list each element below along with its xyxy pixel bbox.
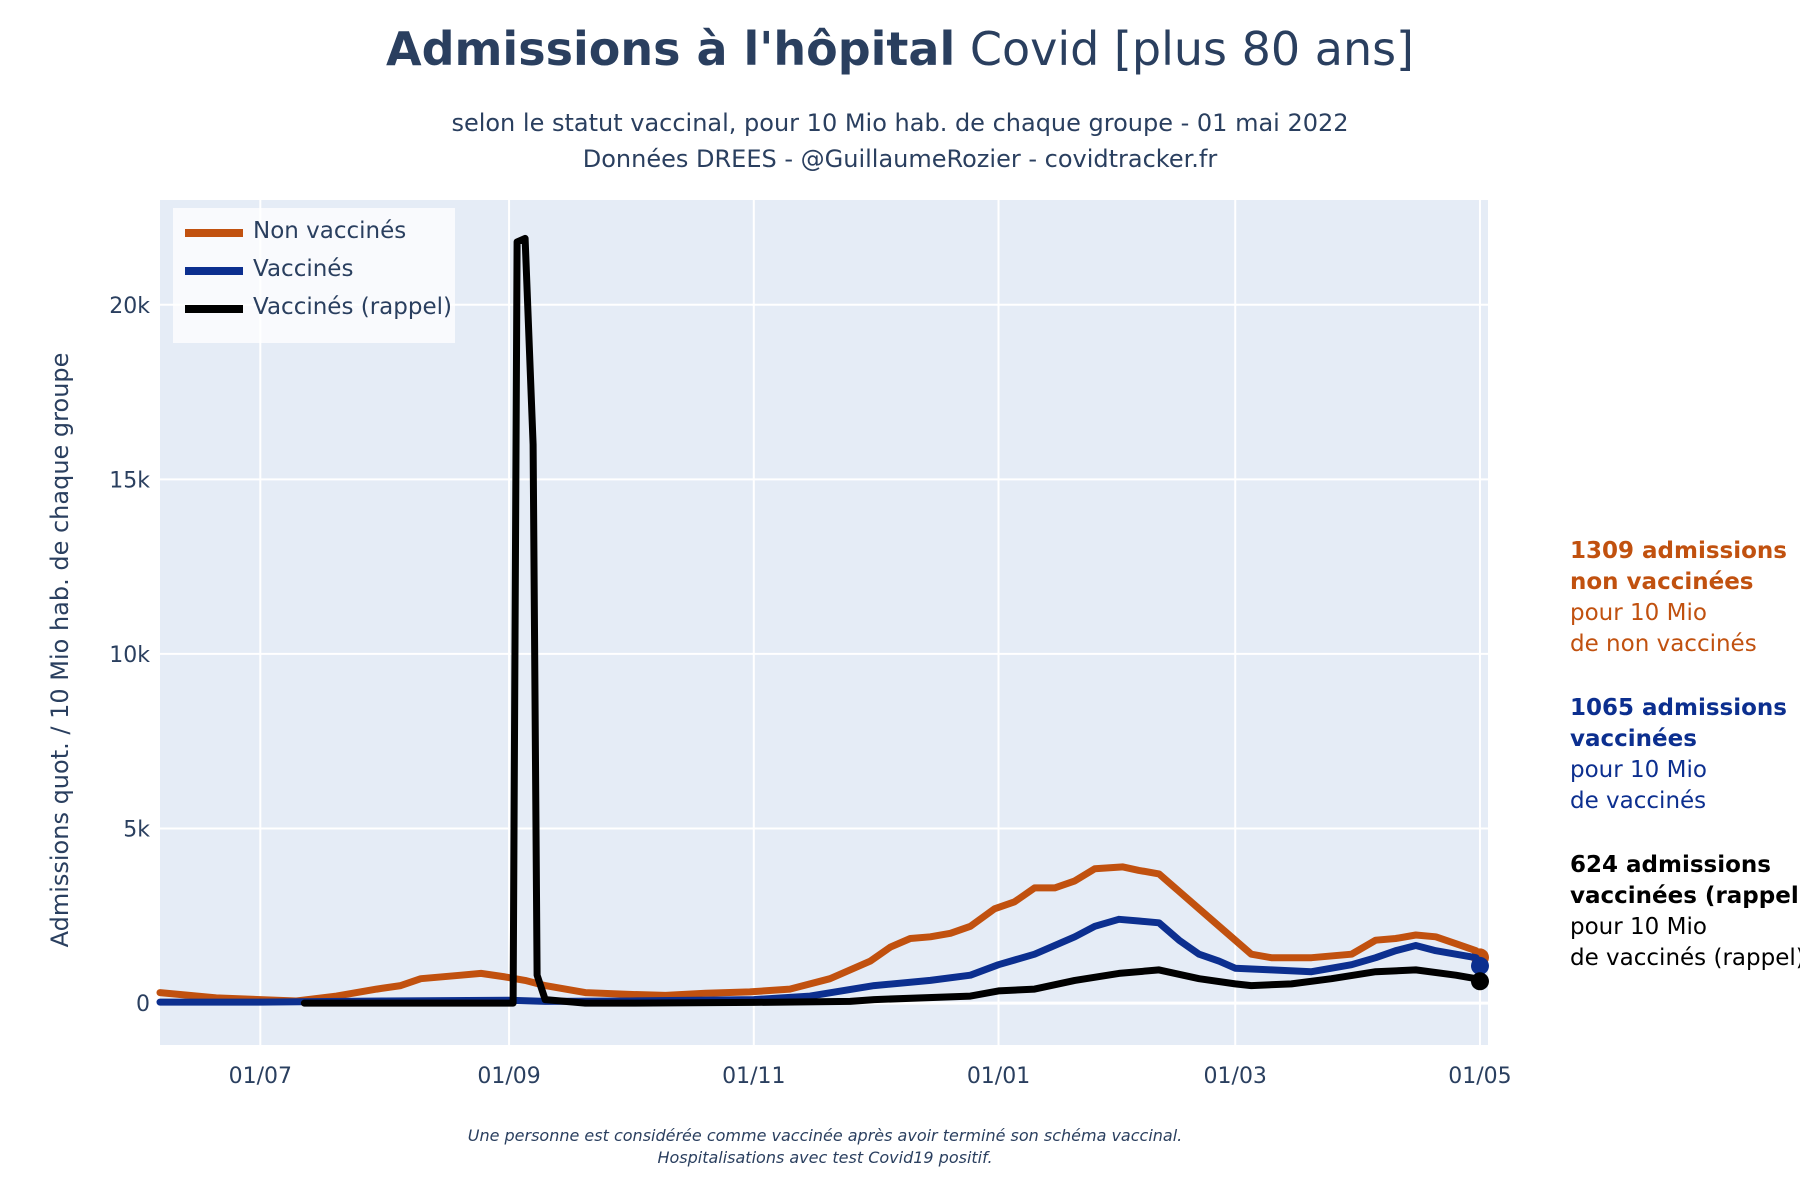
x-tick-label: 01/09: [477, 1064, 540, 1089]
annotation-vaccines-per: pour 10 Mio: [1570, 757, 1707, 783]
x-tick-label: 01/01: [967, 1064, 1030, 1089]
line-vaccines-last-point: [1470, 956, 1489, 975]
chart-title-rest: Covid [plus 80 ans]: [955, 22, 1415, 76]
annotation-rappel-type: vaccinées (rappel): [1570, 883, 1800, 909]
y-axis-label: Admissions quot. / 10 Mio hab. de chaque…: [46, 352, 74, 948]
annotation-vaccines-count: 1065 admissions: [1570, 695, 1787, 721]
y-tick-label: 0: [136, 992, 150, 1017]
legend-item-vaccines[interactable]: Vaccinés: [173, 252, 455, 290]
annotation-vaccines: 1065 admissions vaccinées pour 10 Mio de…: [1570, 693, 1787, 817]
legend-item-non-vaccines[interactable]: Non vaccinés: [173, 214, 455, 252]
y-tick-label: 5k: [123, 818, 150, 843]
x-tick-label: 01/05: [1448, 1064, 1511, 1089]
legend[interactable]: Non vaccinés Vaccinés Vaccinés (rappel): [173, 208, 455, 343]
annotation-vaccines-rappel: 624 admissions vaccinées (rappel) pour 1…: [1570, 850, 1800, 974]
chart-title: Admissions à l'hôpital Covid [plus 80 an…: [0, 22, 1800, 76]
line-vaccines-rappel-last-point: [1470, 972, 1489, 991]
annotation-non-vaccines-type: non vaccinées: [1570, 569, 1754, 595]
line-vaccines-rappel: [300, 234, 1484, 1007]
chart-subtitle-line1: selon le statut vaccinal, pour 10 Mio ha…: [451, 109, 1349, 137]
legend-swatch-vaccines: [185, 267, 243, 275]
legend-swatch-non-vaccines: [185, 229, 243, 237]
annotation-non-vaccines-per: pour 10 Mio: [1570, 600, 1707, 626]
chart-subtitle-line2: Données DREES - @GuillaumeRozier - covid…: [582, 145, 1218, 173]
annotation-non-vaccines-group: de non vaccinés: [1570, 631, 1757, 657]
line-non-vaccines: [156, 863, 1484, 1005]
y-tick-label: 15k: [109, 468, 150, 493]
chart-title-bold: Admissions à l'hôpital: [385, 22, 956, 76]
legend-swatch-vaccines-rappel: [185, 305, 243, 313]
legend-item-vaccines-rappel[interactable]: Vaccinés (rappel): [173, 290, 455, 328]
x-tick-label: 01/11: [722, 1064, 785, 1089]
x-tick-label: 01/03: [1204, 1064, 1267, 1089]
footnote-line2: Hospitalisations avec test Covid19 posit…: [657, 1148, 993, 1167]
annotation-rappel-group: de vaccinés (rappel): [1570, 945, 1800, 971]
x-tick-label: 01/07: [229, 1064, 292, 1089]
annotation-vaccines-group: de vaccinés: [1570, 788, 1707, 814]
legend-label-vaccines: Vaccinés: [253, 256, 354, 282]
annotation-rappel-count: 624 admissions: [1570, 852, 1771, 878]
annotation-non-vaccines-count: 1309 admissions: [1570, 538, 1787, 564]
legend-label-non-vaccines: Non vaccinés: [253, 218, 407, 244]
annotation-non-vaccines: 1309 admissions non vaccinées pour 10 Mi…: [1570, 536, 1787, 660]
annotation-rappel-per: pour 10 Mio: [1570, 914, 1707, 940]
footnote-line1: Une personne est considérée comme vaccin…: [467, 1126, 1183, 1145]
annotation-vaccines-type: vaccinées: [1570, 726, 1697, 752]
legend-label-vaccines-rappel: Vaccinés (rappel): [253, 294, 452, 320]
y-tick-label: 20k: [109, 294, 150, 319]
y-tick-label: 10k: [109, 643, 150, 668]
